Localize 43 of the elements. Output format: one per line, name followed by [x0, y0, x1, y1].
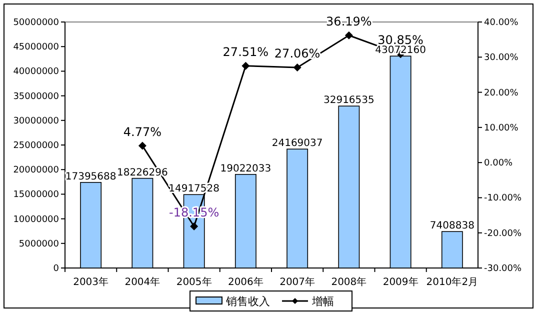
y-tick-label: 0 [53, 264, 60, 274]
x-tick-label: 2006年 [228, 276, 264, 288]
point [190, 222, 198, 230]
data-label: 17395688 [65, 171, 116, 182]
data-label: 24169037 [272, 138, 323, 150]
y-tick-label: 20000000 [13, 166, 60, 176]
y-tick-label: 30000000 [13, 116, 60, 126]
data-label: 27.06% [274, 46, 320, 60]
y2-tick-label: -20.00% [484, 228, 522, 239]
y-tick-label: 5000000 [18, 239, 60, 250]
point [293, 63, 302, 72]
legend-label: 增幅 [311, 295, 334, 308]
x-tick-label: 2009年 [382, 276, 418, 288]
point [138, 142, 146, 150]
y-tick-label: 15000000 [13, 190, 60, 200]
x-tick-label: 2007年 [280, 276, 316, 288]
y2-tick-label: 10.00% [484, 123, 519, 134]
legend-label: 销售收入 [225, 295, 270, 308]
x-tick-label: 2008年 [331, 276, 367, 288]
y2-tick-label: 20.00% [484, 88, 519, 98]
y-tick-label: 25000000 [13, 141, 60, 151]
data-label: 7408838 [430, 220, 474, 232]
x-tick-label: 2004年 [124, 276, 160, 288]
data-label: 19022033 [220, 163, 272, 174]
x-tick-label: 2003年 [73, 276, 109, 288]
y2-tick-label: -10.00% [484, 194, 522, 204]
data-label: 32916535 [323, 95, 374, 106]
y-tick-label: 45000000 [13, 42, 60, 53]
y-tick-label: 50000000 [13, 18, 60, 28]
y-tick-label: 35000000 [13, 92, 60, 102]
point [344, 31, 353, 40]
data-label: 27.51% [222, 44, 269, 59]
y2-tick-label: 30.00% [484, 53, 519, 64]
y-tick-label: 10000000 [13, 214, 60, 225]
x-tick-label: 2010年2月 [426, 276, 478, 288]
y-tick-label: 40000000 [13, 67, 60, 78]
point [242, 62, 250, 70]
y2-tick-label: 40.00% [484, 18, 519, 28]
data-label: 36.19% [326, 14, 372, 28]
y2-tick-label: -30.00% [484, 264, 522, 274]
x-tick-label: 2005年 [176, 276, 212, 288]
data-label: 4.77% [123, 124, 162, 139]
y2-tick-label: 0.00% [484, 158, 514, 169]
